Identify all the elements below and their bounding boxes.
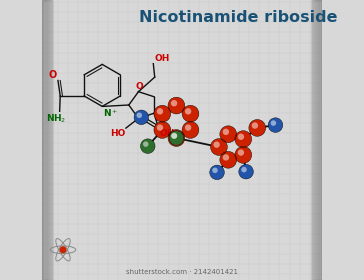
Circle shape [134,110,149,125]
Circle shape [171,100,177,106]
Text: O: O [136,81,143,90]
Bar [42,0,53,280]
Bar [315,0,322,280]
Bar [317,0,322,280]
Bar [42,0,47,280]
Text: O: O [49,70,57,80]
Circle shape [210,165,224,180]
Circle shape [235,131,252,148]
Bar [42,0,49,280]
Circle shape [157,124,163,131]
Bar [317,0,322,280]
Circle shape [223,154,229,161]
Text: Nicotinamide riboside: Nicotinamide riboside [139,10,337,25]
Bar [316,0,322,280]
Circle shape [223,129,229,135]
Circle shape [154,122,171,138]
Text: HO: HO [110,129,125,138]
Bar [42,0,47,280]
Circle shape [238,149,244,156]
Bar [42,0,44,280]
Circle shape [249,120,266,136]
Circle shape [212,167,218,173]
Bar [42,0,52,280]
Circle shape [60,247,66,253]
Bar [42,0,52,280]
Circle shape [220,151,237,168]
Text: NH$_2$: NH$_2$ [46,112,67,125]
Circle shape [171,133,177,139]
Bar [311,0,322,280]
Circle shape [210,139,228,155]
Circle shape [220,126,237,143]
Bar [42,0,46,280]
Circle shape [168,97,185,114]
Bar [314,0,322,280]
Circle shape [182,122,199,138]
Bar [319,0,322,280]
Circle shape [268,118,283,132]
Circle shape [241,167,247,172]
Bar [42,0,48,280]
Bar [312,0,322,280]
Circle shape [238,134,244,140]
Circle shape [143,141,149,147]
Bar [42,0,45,280]
Bar [318,0,322,280]
Text: OH: OH [154,53,170,62]
Bar [42,0,51,280]
Bar [313,0,322,280]
Circle shape [154,105,171,122]
Circle shape [185,124,191,131]
Circle shape [169,131,184,145]
Circle shape [185,108,191,115]
Circle shape [239,164,253,179]
Bar [42,0,50,280]
Circle shape [171,132,177,139]
Circle shape [168,130,185,146]
Circle shape [141,139,155,153]
Circle shape [157,108,163,115]
Circle shape [235,146,252,163]
Circle shape [136,113,142,118]
Circle shape [271,120,276,126]
Bar [312,0,322,280]
Circle shape [182,105,199,122]
Text: N$^+$: N$^+$ [103,108,119,119]
Circle shape [213,141,220,148]
Bar [320,0,322,280]
Circle shape [252,122,258,129]
Text: OH: OH [160,129,175,138]
Text: shutterstock.com · 2142401421: shutterstock.com · 2142401421 [126,269,238,275]
